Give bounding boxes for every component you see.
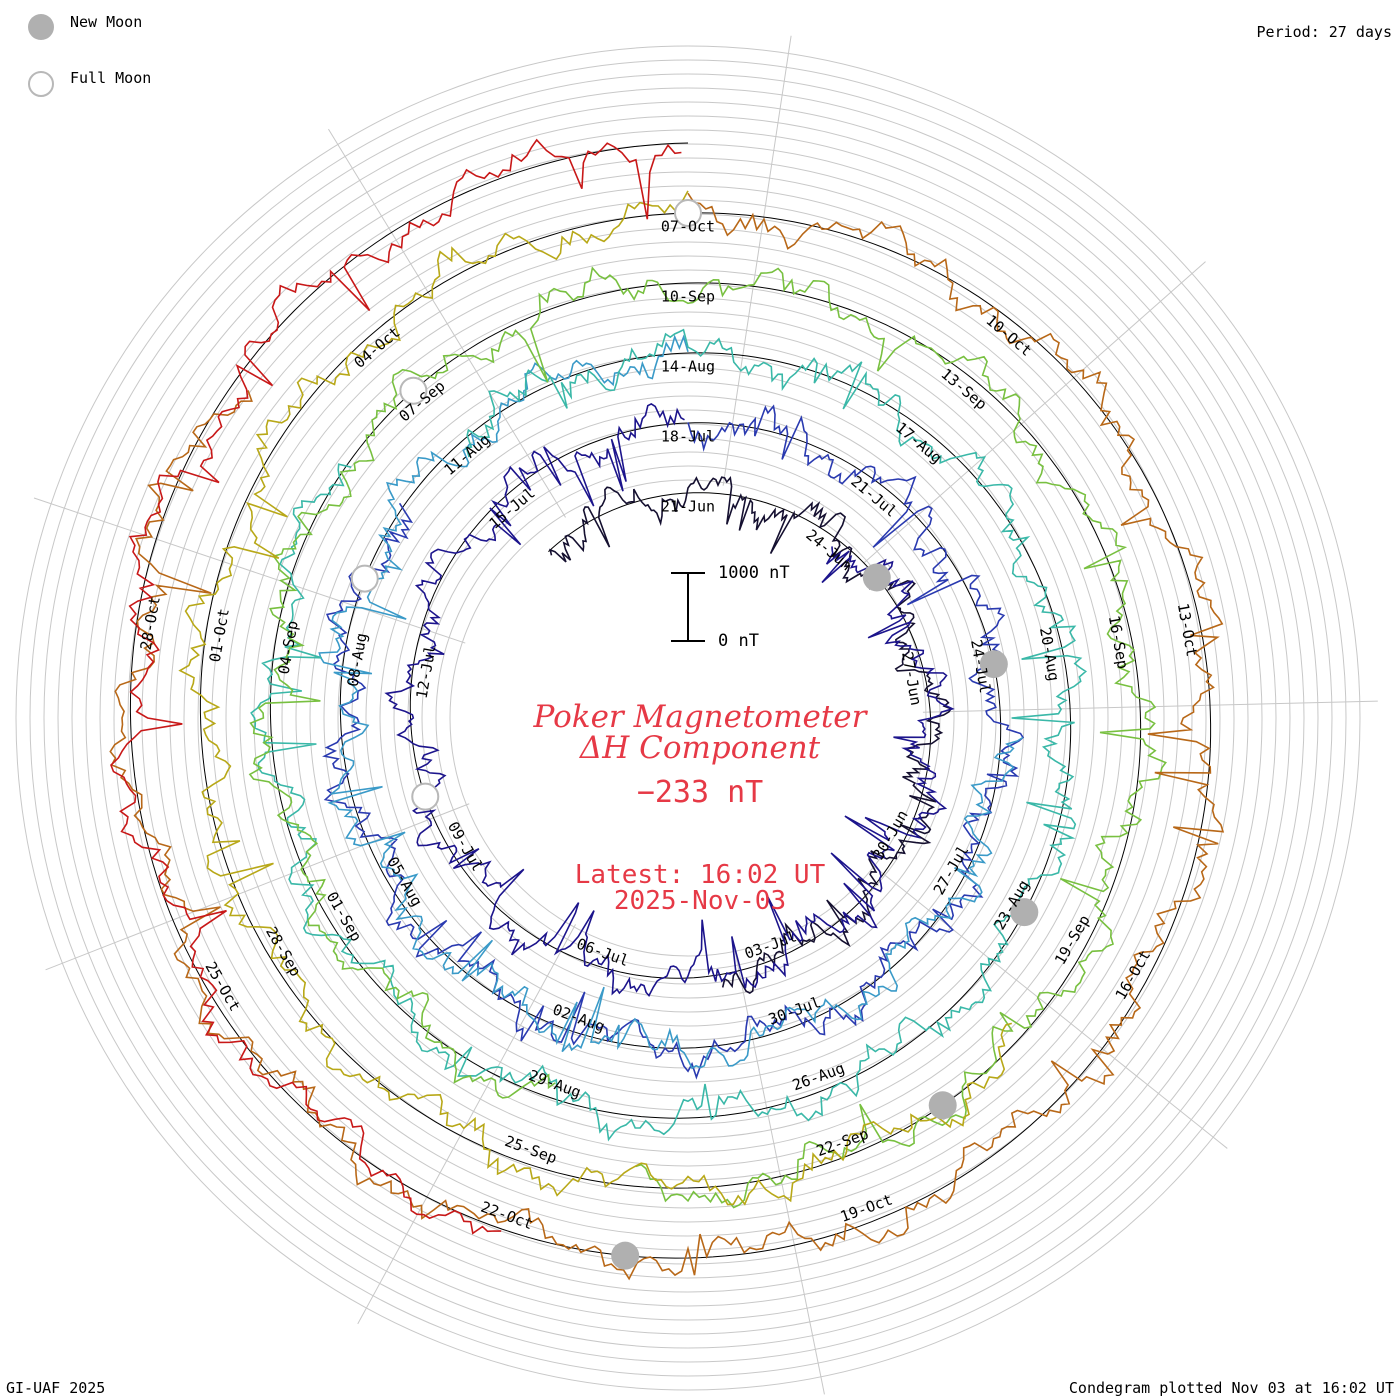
grid-circle [15,45,1361,1391]
full-moon-legend-icon [28,71,54,97]
footer-plot-time: Condegram plotted Nov 03 at 16:02 UT [1068,1379,1394,1397]
date-label: 18-Jul [661,428,715,446]
grid-circle [197,227,1179,1209]
date-label: 14-Aug [661,358,715,376]
date-label: 10-Sep [661,288,715,306]
grid-circle [239,269,1137,1167]
grid-spoke [45,803,470,971]
grid-circle [113,143,1263,1293]
grid-spoke [328,128,566,518]
new-moon-marker [1010,898,1039,927]
grid-spoke [922,700,1378,713]
grid-circle [449,479,927,957]
grid-circle [127,157,1249,1279]
moon-layer [350,199,1039,1270]
chart-title-line2: ΔH Component [579,730,821,766]
date-label: 16-Oct [1112,947,1155,1003]
date-label: 19-Sep [1051,912,1094,968]
new-moon-marker [611,1241,640,1270]
date-label: 04-Oct [351,323,404,372]
grid-circle [99,129,1277,1307]
grid-circle [29,59,1347,1377]
grid-circle [365,395,1011,1041]
date-label: 11-Aug [441,430,494,479]
scale-bar-top-label: 1000 nT [718,563,790,583]
grid-circle [421,451,955,985]
new-moon-legend-label: New Moon [70,13,143,31]
grid-circle [267,297,1109,1139]
date-label: 07-Oct [661,218,715,236]
new-moon-marker [928,1091,957,1120]
new-moon-marker [862,563,891,592]
date-label: 01-Oct [206,607,233,663]
footer-credit: GI-UAF 2025 [6,1379,106,1397]
trace-layer [109,138,1225,1281]
full-moon-legend-label: Full Moon [70,69,152,87]
grid-spoke [733,948,825,1395]
trace-rotation-2 [384,402,955,997]
grid-circle [225,255,1151,1181]
grid-spoke [863,261,1206,563]
grid-circle [323,353,1053,1083]
trace-rotation-9 [110,138,682,1235]
date-label: 19-Oct [838,1190,895,1225]
trace-rotation-6 [248,266,1167,1209]
full-moon-marker [350,564,379,593]
date-label: 28-Oct [137,595,164,651]
grid-circle [57,87,1319,1349]
grid-circle [309,339,1067,1097]
grid-circle [211,241,1165,1195]
scale-bar [671,572,705,642]
date-label: 04-Sep [275,619,302,675]
grid-circle [85,115,1291,1321]
grid-spoke [722,35,792,486]
new-moon-marker [979,650,1008,679]
date-label: 12-Jul [413,644,440,700]
period-label: Period: 27 days [1256,23,1392,41]
date-label: 08-Aug [344,632,371,688]
grid-circle [295,325,1081,1111]
grid-circle [43,73,1333,1363]
date-label: 30-Jun [869,807,912,863]
full-moon-marker [674,199,702,227]
grid-spoke [871,864,1228,1149]
date-label: 30-Jul [766,993,823,1028]
new-moon-legend-icon [28,14,54,40]
trace-rotation-7 [178,190,1013,1206]
date-label: 26-Aug [790,1059,847,1094]
trace-rotation-5 [250,328,1088,1142]
grid-spoke [33,497,466,644]
latest-date: 2025-Nov-03 [613,886,787,916]
grid-spoke [357,924,576,1325]
latest-time: Latest: 16:02 UT [574,860,826,890]
trace-rotation-4 [318,334,1024,1070]
date-label: 27-Jun [898,650,925,706]
full-moon-marker [399,376,428,405]
grid-circle [407,437,969,999]
current-value: −233 nT [636,775,764,810]
grid-circle [337,367,1039,1069]
grid-circle [435,465,941,971]
date-label: 21-Jun [661,498,715,516]
full-moon-marker [411,782,440,811]
date-label: 15-Jul [486,484,539,533]
grid-circle [351,381,1025,1055]
trace-rotation-8 [109,192,1225,1281]
scale-bar-bottom-label: 0 nT [718,631,759,651]
grid-circle [281,311,1095,1125]
grid-circle [379,409,997,1027]
grid-layer [15,35,1378,1395]
grid-circle [71,101,1305,1335]
grid-circle [141,171,1235,1265]
chart-title-line1: Poker Magnetometer [533,699,867,735]
